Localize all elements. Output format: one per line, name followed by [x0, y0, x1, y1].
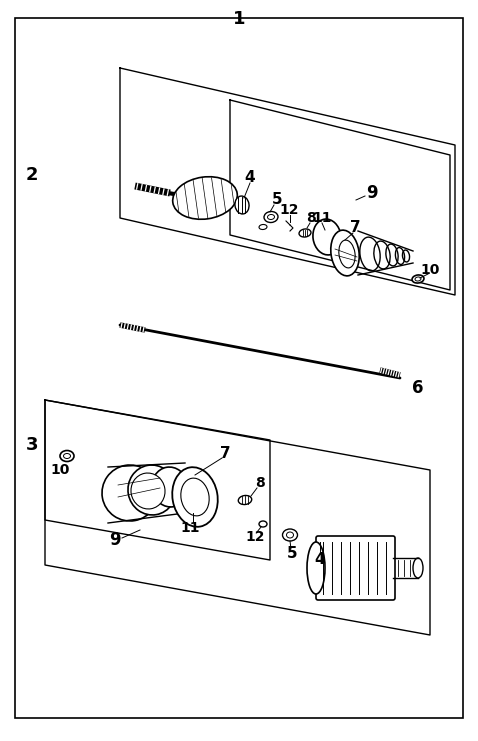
Ellipse shape: [131, 473, 165, 509]
Ellipse shape: [331, 230, 359, 276]
Text: 4: 4: [315, 553, 326, 568]
Ellipse shape: [264, 211, 278, 222]
Polygon shape: [45, 400, 430, 635]
Ellipse shape: [413, 558, 423, 578]
Text: 12: 12: [279, 203, 299, 217]
Ellipse shape: [412, 275, 424, 283]
Text: 4: 4: [245, 170, 255, 185]
Text: 10: 10: [50, 463, 70, 477]
Text: 9: 9: [109, 531, 121, 549]
Text: 6: 6: [412, 379, 424, 397]
Ellipse shape: [152, 467, 188, 507]
Ellipse shape: [181, 478, 209, 516]
FancyBboxPatch shape: [316, 536, 395, 600]
Ellipse shape: [128, 465, 176, 515]
Ellipse shape: [239, 496, 252, 505]
Ellipse shape: [235, 196, 249, 214]
Text: 11: 11: [180, 521, 200, 535]
Text: 8: 8: [255, 476, 265, 490]
Ellipse shape: [172, 467, 218, 527]
Ellipse shape: [64, 453, 70, 459]
Ellipse shape: [299, 229, 311, 237]
Ellipse shape: [415, 277, 421, 281]
Text: 9: 9: [366, 184, 378, 202]
Text: 1: 1: [233, 10, 245, 28]
Ellipse shape: [307, 542, 325, 594]
Text: 7: 7: [350, 221, 360, 236]
Polygon shape: [230, 100, 450, 290]
Text: 11: 11: [312, 211, 332, 225]
Text: 10: 10: [420, 263, 440, 277]
Text: 12: 12: [245, 530, 265, 544]
Polygon shape: [45, 400, 270, 560]
Ellipse shape: [60, 451, 74, 462]
Polygon shape: [120, 68, 455, 295]
Ellipse shape: [286, 532, 293, 538]
Ellipse shape: [268, 214, 274, 219]
Text: 5: 5: [272, 193, 282, 207]
Text: 3: 3: [26, 436, 38, 454]
Text: 7: 7: [220, 445, 230, 460]
Text: 5: 5: [287, 547, 297, 562]
Ellipse shape: [102, 465, 158, 521]
Ellipse shape: [339, 240, 355, 268]
Text: 8: 8: [306, 211, 316, 225]
Text: 2: 2: [26, 166, 38, 184]
Ellipse shape: [313, 219, 341, 255]
Ellipse shape: [173, 176, 237, 219]
Ellipse shape: [282, 529, 297, 541]
